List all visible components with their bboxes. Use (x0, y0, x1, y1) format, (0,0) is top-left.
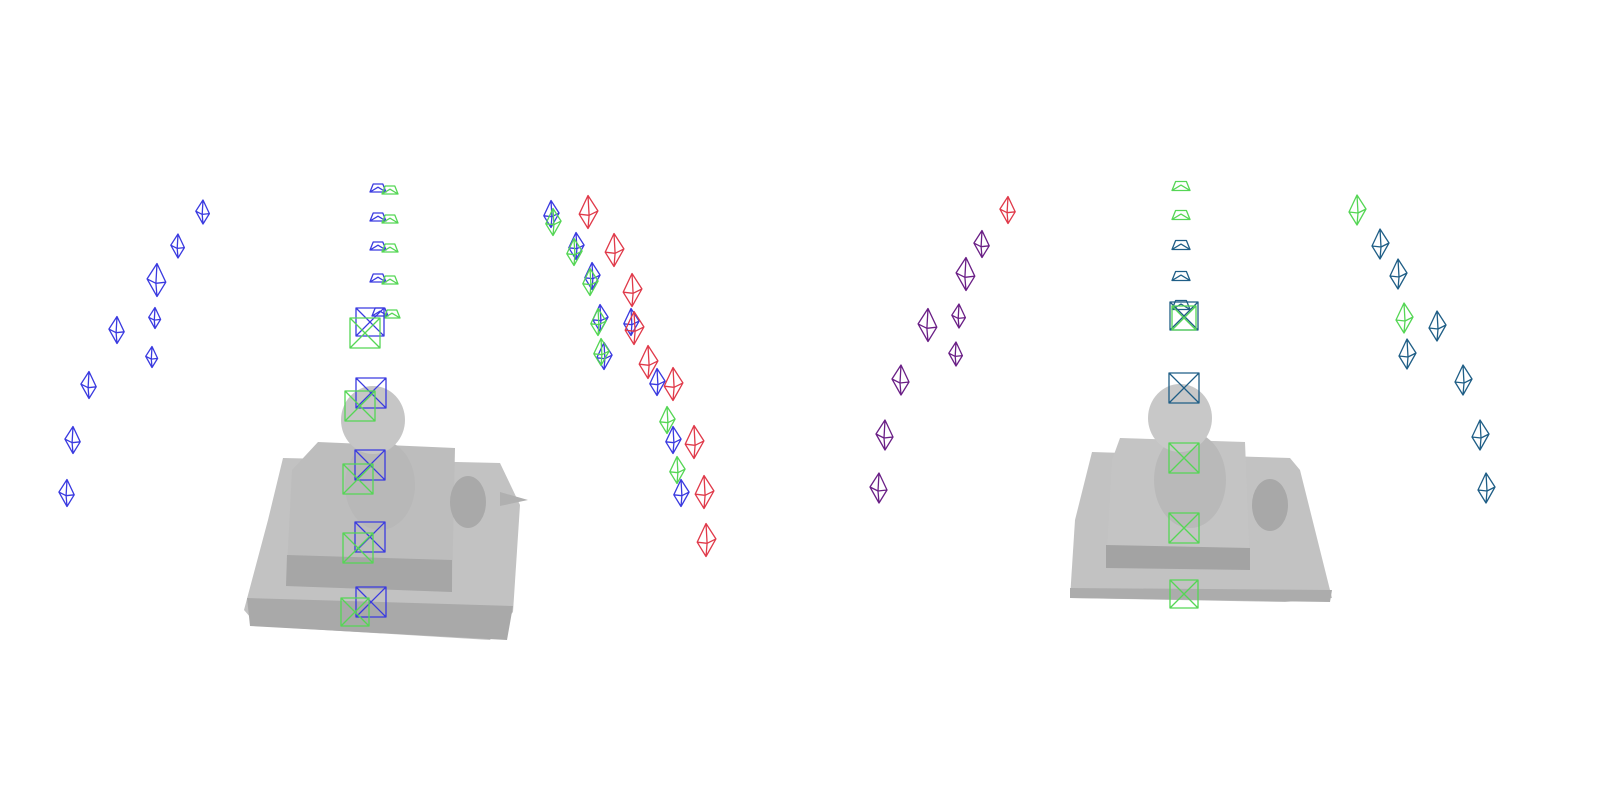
camera-frustum-center-top-green-4 (383, 309, 401, 319)
camera-frustum-left-right-arc-11 (649, 367, 666, 397)
camera-frustum-center-front-0 (355, 307, 385, 337)
camera-frustum-left-arc-0 (195, 199, 211, 225)
camera-frustum-right-right-arc-6 (1454, 364, 1473, 396)
camera-frustum-right-right-arc-0 (1348, 194, 1367, 226)
camera-frustum-left-right-arc-9 (596, 341, 613, 371)
camera-frustum-center-front-4 (354, 449, 386, 481)
camera-frustum-right-center-top-2 (1171, 239, 1191, 251)
camera-frustum-right-left-arc-3 (917, 307, 938, 343)
camera-frustum-left-right-arc-4 (584, 261, 601, 291)
left-mesh-pedestal-front (286, 555, 452, 592)
camera-frustum-left-right-arc-3 (566, 237, 583, 267)
camera-frustum-right-left-arc-2 (955, 256, 976, 292)
camera-frustum-left-right-arc-8 (623, 307, 640, 337)
left-camera-frustums (58, 183, 717, 627)
camera-frustum-center-front-6 (354, 521, 386, 553)
right-mesh-pedestal-front (1106, 545, 1250, 570)
camera-frustum-right-center-top-0 (1171, 180, 1191, 192)
camera-frustum-right-center-top-1 (1171, 209, 1191, 221)
left-panel (58, 183, 717, 640)
camera-frustum-left-red-0 (578, 194, 599, 230)
camera-frustum-left-arc-8 (58, 478, 75, 508)
camera-frustum-left-right-arc-10 (593, 337, 610, 367)
camera-frustum-left-right-arc-15 (673, 478, 690, 508)
camera-frustum-right-right-arc-2 (1389, 258, 1408, 290)
camera-frustum-left-arc-5 (145, 345, 159, 369)
camera-frustum-left-right-arc-6 (592, 303, 609, 333)
right-mesh-figure-body (1154, 432, 1226, 528)
left-mesh-figure-body (345, 440, 415, 530)
camera-frustum-right-left-arc-6 (891, 364, 910, 396)
camera-frustum-left-right-arc-14 (669, 455, 686, 485)
right-panel (869, 180, 1496, 609)
camera-frustum-center-front-3 (344, 390, 376, 422)
camera-frustum-right-right-arc-4 (1428, 310, 1447, 342)
camera-frustum-right-center-front-1 (1171, 305, 1197, 331)
camera-frustum-right-left-arc-8 (869, 472, 888, 504)
camera-frustum-left-arc-7 (64, 425, 81, 455)
camera-frustum-left-arc-6 (80, 370, 97, 400)
camera-frustum-right-center-front-5 (1169, 579, 1199, 609)
camera-frustum-left-arc-4 (148, 306, 162, 330)
camera-frustum-right-right-arc-3 (1395, 302, 1414, 334)
camera-frustum-right-right-arc-7 (1471, 419, 1490, 451)
left-mesh-base-front (247, 598, 513, 640)
camera-frustum-center-front-7 (342, 532, 374, 564)
camera-frustum-left-red-3 (624, 310, 645, 346)
left-mesh-side-rock (450, 476, 486, 528)
camera-frustum-left-right-arc-12 (659, 405, 676, 435)
camera-frustum-left-right-arc-13 (665, 425, 682, 455)
camera-frustum-right-center-front-0 (1169, 301, 1199, 331)
camera-frustum-left-right-arc-5 (582, 267, 599, 297)
right-mesh-figure-head (1148, 384, 1212, 452)
camera-frustum-center-front-2 (355, 377, 387, 409)
camera-frustum-left-red-7 (694, 474, 715, 510)
camera-frustum-center-front-5 (342, 463, 374, 495)
camera-frustum-left-red-4 (638, 344, 659, 380)
camera-frustum-right-center-front-4 (1168, 512, 1200, 544)
camera-frustum-center-front-8 (355, 586, 387, 618)
camera-frustum-right-center-top-3 (1171, 270, 1191, 282)
left-mesh-spike (500, 492, 528, 506)
camera-frustum-center-top-green-3 (381, 275, 399, 285)
camera-frustum-right-left-arc-0 (999, 195, 1016, 225)
camera-frustum-right-center-front-3 (1168, 442, 1200, 474)
right-mesh-side-rock (1252, 479, 1288, 531)
camera-frustum-left-right-arc-7 (590, 307, 607, 337)
camera-frustum-center-front-1 (349, 317, 381, 349)
right-mesh-object (1070, 384, 1332, 602)
camera-frustum-center-top-green-0 (381, 185, 399, 195)
camera-frustum-left-right-arc-2 (568, 231, 585, 261)
camera-frustum-right-right-arc-1 (1371, 228, 1390, 260)
camera-frustum-left-arc-2 (146, 262, 167, 298)
camera-frustum-left-red-2 (622, 272, 643, 308)
camera-frustum-right-right-arc-5 (1398, 338, 1417, 370)
right-mesh-base-front (1070, 588, 1332, 602)
camera-frustum-right-right-arc-8 (1477, 472, 1496, 504)
camera-frustum-center-front-9 (340, 597, 370, 627)
camera-frustum-center-top-green-1 (381, 214, 399, 224)
camera-frustum-left-red-5 (663, 366, 684, 402)
camera-frustum-left-red-6 (684, 424, 705, 460)
camera-frustum-left-red-1 (604, 232, 625, 268)
right-camera-frustums (869, 180, 1496, 609)
camera-frustum-left-arc-3 (108, 315, 125, 345)
camera-frustum-left-red-8 (696, 522, 717, 558)
camera-frustum-right-left-arc-4 (951, 303, 967, 329)
camera-frustum-left-right-arc-1 (545, 207, 562, 237)
camera-frustum-center-top-green-2 (381, 243, 399, 253)
camera-frustum-right-left-arc-5 (948, 341, 964, 367)
camera-frustum-right-left-arc-7 (875, 419, 894, 451)
camera-frustum-right-center-front-2 (1168, 372, 1200, 404)
left-mesh-object (244, 386, 528, 640)
camera-frustum-right-left-arc-1 (973, 229, 990, 259)
camera-frustum-left-arc-1 (170, 233, 186, 259)
